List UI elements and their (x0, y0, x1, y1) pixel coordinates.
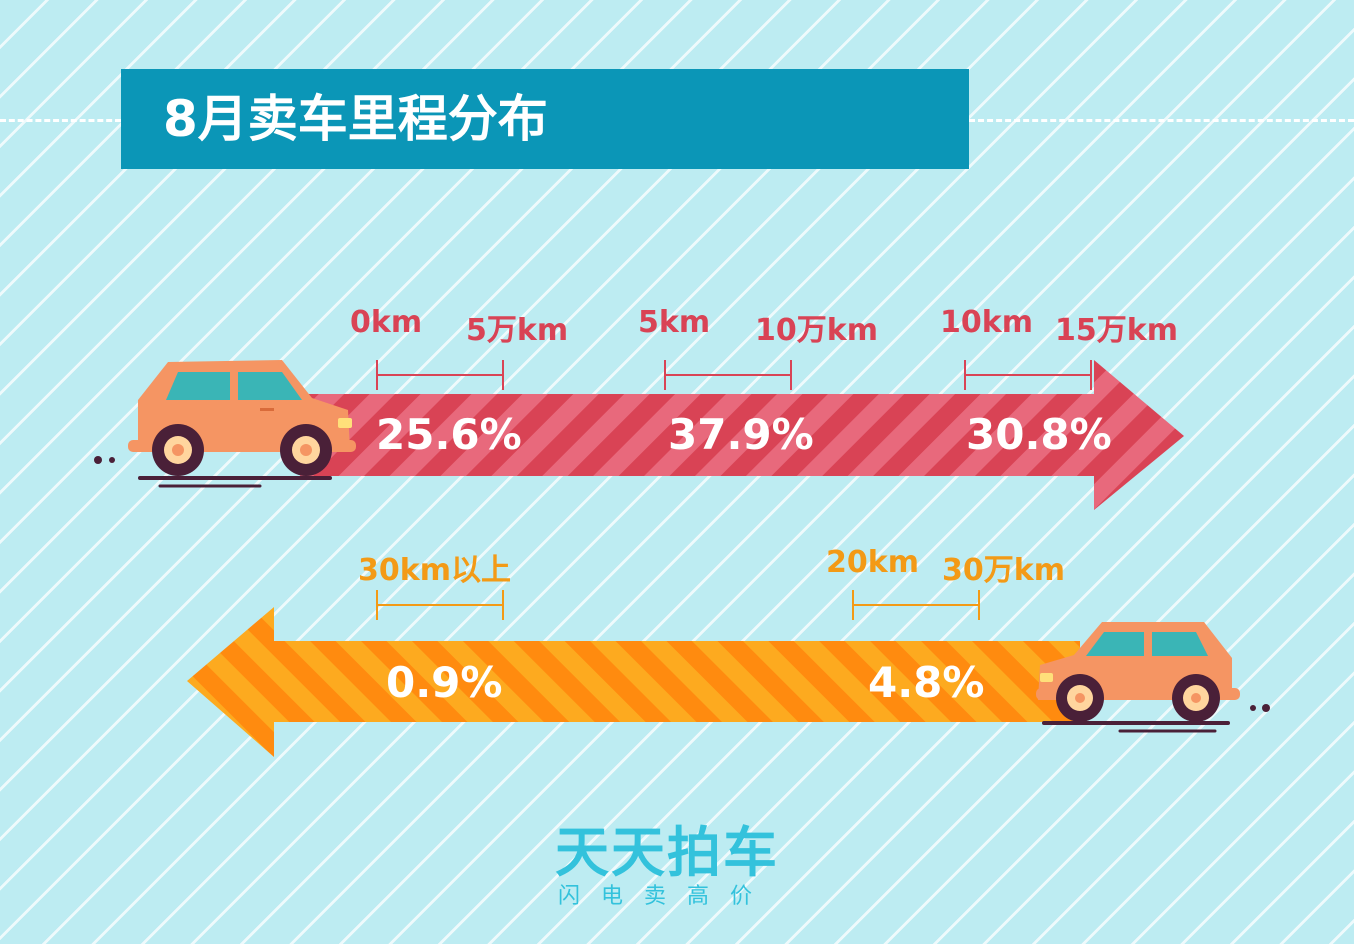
range-bracket-1 (376, 360, 504, 390)
range-label-from-4: 20km (826, 545, 919, 580)
range-bracket-5 (852, 590, 980, 620)
range-label-to-1: 5万km (466, 313, 569, 348)
percent-label-2: 37.9% (668, 410, 814, 459)
range-label-over-30: 30km以上 (358, 553, 511, 588)
dashed-divider-right (969, 119, 1354, 122)
range-label-to-3: 15万km (1055, 313, 1178, 348)
range-label-from-2: 5km (638, 305, 711, 340)
range-label-from-1: 0km (350, 305, 423, 340)
range-label-to-2: 10万km (755, 313, 878, 348)
percent-label-4: 0.9% (386, 658, 503, 707)
dashed-divider-left (0, 119, 121, 122)
percent-label-3: 30.8% (966, 410, 1112, 459)
page-title: 8月卖车里程分布 (163, 90, 548, 148)
title-banner: 8月卖车里程分布 (121, 69, 969, 169)
range-bracket-3 (964, 360, 1092, 390)
car-icon-right (94, 360, 356, 488)
car-icon-left (1036, 622, 1270, 733)
brand-slogan: 闪电卖高价 (558, 884, 774, 909)
brand-logo: 天天拍车 (555, 821, 779, 884)
arrow-left-icon (187, 607, 1080, 757)
range-bracket-4 (376, 590, 504, 620)
percent-label-5: 4.8% (868, 658, 985, 707)
range-bracket-2 (664, 360, 792, 390)
range-label-from-3: 10km (940, 305, 1033, 340)
arrow-right-icon (300, 360, 1184, 510)
range-label-to-4: 30万km (942, 553, 1065, 588)
percent-label-1: 25.6% (376, 410, 522, 459)
